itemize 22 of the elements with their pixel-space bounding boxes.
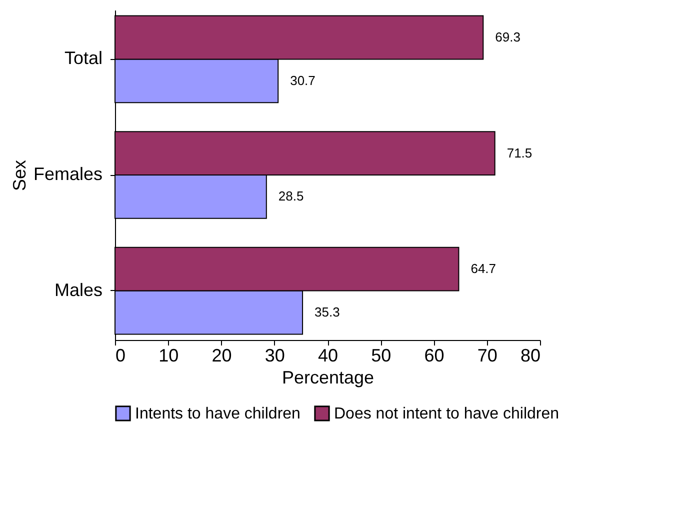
- x-tick-label: 10: [158, 346, 179, 366]
- x-tick-label: 40: [318, 346, 338, 366]
- x-tick-label: 0: [116, 346, 126, 366]
- legend-label: Does not intent to have children: [334, 405, 560, 422]
- y-tick-label: Females: [33, 164, 102, 184]
- data-label: 64.7: [470, 261, 496, 276]
- x-tick-label: 70: [477, 346, 498, 366]
- x-tick-label: 20: [212, 346, 232, 366]
- x-axis-title: Percentage: [282, 368, 374, 388]
- y-axis-title: Sex: [9, 160, 30, 192]
- data-label: 71.5: [506, 145, 532, 160]
- y-tick-label: Total: [64, 48, 102, 68]
- y-tick-label: Males: [54, 280, 102, 300]
- data-label: 30.7: [290, 72, 316, 88]
- legend-label: Intents to have children: [135, 405, 300, 422]
- x-tick-label: 80: [520, 346, 540, 366]
- data-label: 35.3: [314, 304, 340, 320]
- x-tick-label: 60: [424, 346, 444, 366]
- data-label: 69.3: [495, 30, 520, 44]
- x-tick-label: 30: [264, 346, 285, 366]
- x-tick-label: 50: [371, 346, 392, 366]
- data-label: 28.5: [278, 188, 304, 204]
